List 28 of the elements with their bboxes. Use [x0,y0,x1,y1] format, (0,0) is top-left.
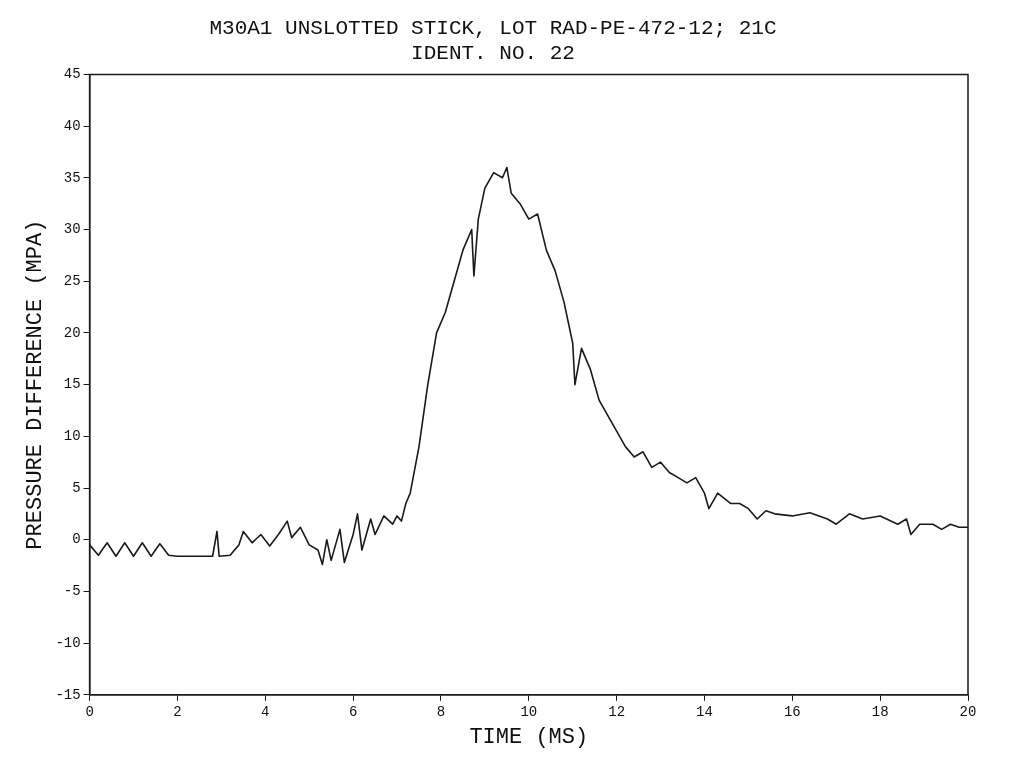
x-tick-label: 20 [959,703,977,720]
x-tick-label: 10 [520,703,538,720]
y-tick-label: 40 [63,117,81,134]
y-tick-label: -10 [55,634,81,651]
y-tick-label: 45 [63,66,81,83]
y-tick-label: 20 [63,324,81,341]
y-tick-label: -15 [55,686,81,703]
y-tick-label: 5 [72,479,81,496]
x-tick-label: 12 [608,703,626,720]
chart-title: M30A1 UNSLOTTED STICK, LOT RAD-PE-472-12; 21C [209,17,777,41]
y-tick-label: 0 [72,531,81,548]
y-tick-label: 35 [63,169,81,186]
x-tick-label: 8 [436,703,446,720]
x-tick-label: 0 [85,703,94,720]
y-tick-label: 25 [63,272,81,289]
chart-subtitle: IDENT. NO. 22 [411,42,575,66]
x-tick-label: 6 [348,703,358,720]
x-tick-label: 2 [173,703,182,720]
y-tick-label: 15 [63,376,81,393]
x-tick-label: 18 [871,703,889,720]
x-tick-label: 16 [783,703,801,720]
x-tick-label: 14 [696,703,713,720]
x-tick-label: 4 [261,703,270,720]
x-axis-title: TIME (MS) [469,724,589,750]
y-tick-label: -5 [63,583,81,600]
y-tick-label: 30 [63,221,81,238]
y-tick-label: 10 [63,428,81,444]
y-axis-title: PRESSURE DIFFERENCE (MPA) [23,219,49,550]
